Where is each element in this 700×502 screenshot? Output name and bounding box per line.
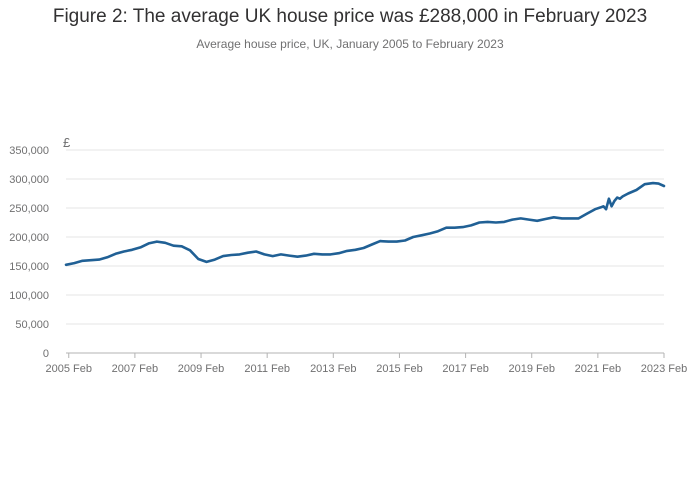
y-tick-label: 100,000 bbox=[9, 290, 49, 302]
y-tick-label: 350,000 bbox=[9, 145, 49, 157]
x-tick-label: 2015 Feb bbox=[376, 363, 422, 375]
gridlines bbox=[66, 149, 664, 354]
x-tick-label: 2013 Feb bbox=[310, 363, 356, 375]
y-tick-label: 50,000 bbox=[15, 319, 49, 331]
x-axis: 2005 Feb 2007 Feb 2009 Feb 2011 Feb 2013 Feb… bbox=[46, 353, 687, 375]
chart-subtitle: Average house price, UK, January 2005 to… bbox=[196, 37, 504, 51]
series-group bbox=[64, 181, 666, 267]
y-tick-label: 0 bbox=[43, 348, 49, 360]
x-tick-label: 2017 Feb bbox=[442, 363, 488, 375]
y-tick-label: 300,000 bbox=[9, 174, 49, 186]
x-tick-label: 2023 Feb bbox=[641, 363, 687, 375]
x-tick-label: 2011 Feb bbox=[244, 363, 290, 375]
y-tick-label: 200,000 bbox=[9, 232, 49, 244]
x-tick-label: 2007 Feb bbox=[112, 363, 158, 375]
average-house-price-line bbox=[64, 181, 666, 267]
x-tick-label: 2019 Feb bbox=[508, 363, 554, 375]
y-axis: 0 50,000 100,000 150,000 200,000 250,000 300,0… bbox=[9, 145, 49, 360]
x-tick-label: 2021 Feb bbox=[575, 363, 621, 375]
y-tick-label: 250,000 bbox=[9, 203, 49, 215]
x-tick-label: 2009 Feb bbox=[178, 363, 224, 375]
chart-title: Figure 2: The average UK house price was… bbox=[52, 6, 648, 27]
x-tick-label: 2005 Feb bbox=[46, 363, 92, 375]
y-axis-label: £ bbox=[63, 135, 71, 150]
y-tick-label: 150,000 bbox=[9, 261, 49, 273]
